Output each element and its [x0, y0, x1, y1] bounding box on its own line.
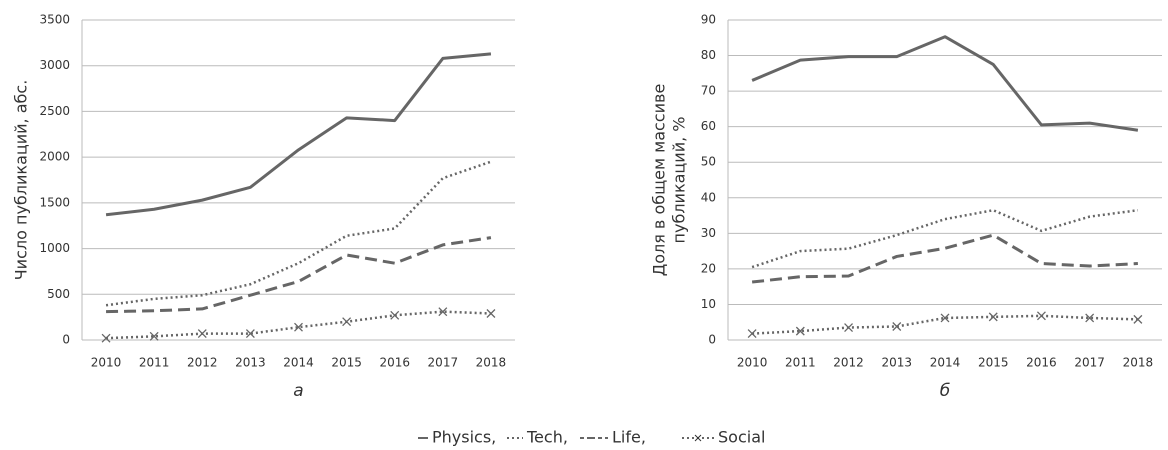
series-line [105, 160, 492, 307]
legend-label: Physics, [432, 428, 496, 447]
marker [747, 329, 757, 339]
y-tick-label: 40 [701, 190, 716, 204]
marker [844, 323, 854, 333]
x-tick-label: 2012 [833, 356, 864, 370]
marker [294, 322, 303, 332]
series-line [751, 233, 1138, 284]
marker [390, 310, 400, 320]
marker [245, 329, 255, 339]
y-axis-label: Число публикаций, абс. [12, 80, 31, 281]
marker [940, 313, 950, 323]
y-tick-label: 50 [701, 155, 716, 169]
series-line [106, 236, 492, 314]
x-tick-label: 2018 [476, 356, 507, 370]
y-tick-label: 0 [708, 333, 716, 347]
marker [1133, 314, 1143, 324]
marker [892, 322, 902, 331]
legend-marker [694, 434, 702, 442]
y-tick-label: 80 [701, 48, 716, 62]
x-tick-label: 2016 [1026, 356, 1057, 370]
caption: б [940, 381, 950, 401]
series-line [751, 35, 1139, 132]
y-tick-label: 90 [701, 13, 716, 27]
y-axis-label: Доля в общем массиве [650, 84, 669, 277]
x-tick-label: 2017 [1074, 356, 1105, 370]
y-tick-label: 0 [62, 333, 70, 347]
marker [1036, 311, 1046, 321]
x-tick-label: 2013 [235, 356, 266, 370]
x-tick-label: 2018 [1123, 356, 1154, 370]
y-tick-label: 20 [701, 261, 716, 275]
marker [149, 331, 159, 341]
legend-label: Life, [612, 428, 646, 447]
x-tick-label: 2015 [978, 356, 1009, 370]
marker [1085, 313, 1095, 323]
x-tick-label: 2014 [930, 356, 961, 370]
y-tick-label: 30 [701, 226, 716, 240]
legend-label: Tech, [526, 428, 568, 447]
y-tick-label: 2500 [39, 104, 70, 118]
y-tick-label: 1000 [39, 241, 70, 255]
y-tick-label: 3000 [39, 58, 70, 72]
series-line [105, 52, 492, 217]
y-tick-label: 70 [701, 84, 716, 98]
x-tick-label: 2010 [91, 356, 122, 370]
y-tick-label: 2000 [39, 150, 70, 164]
x-tick-label: 2014 [283, 356, 314, 370]
marker [197, 329, 207, 339]
x-tick-label: 2011 [785, 356, 816, 370]
y-tick-label: 500 [47, 287, 70, 301]
marker [101, 333, 111, 343]
y-tick-label: 10 [701, 297, 716, 311]
y-tick-label: 60 [701, 119, 716, 133]
legend-label: Social [718, 428, 765, 447]
x-tick-label: 2017 [428, 356, 459, 370]
series-line [751, 208, 1139, 269]
marker [486, 309, 496, 318]
marker [795, 326, 805, 336]
x-tick-label: 2012 [187, 356, 218, 370]
x-tick-label: 2016 [379, 356, 410, 370]
x-tick-label: 2013 [882, 356, 913, 370]
marker [342, 317, 352, 327]
x-tick-label: 2015 [331, 356, 362, 370]
marker [988, 312, 998, 322]
marker [438, 307, 448, 317]
x-tick-label: 2011 [139, 356, 170, 370]
caption: а [293, 381, 303, 401]
y-axis-label: публикаций, % [670, 117, 689, 244]
y-tick-label: 3500 [39, 13, 70, 27]
y-tick-label: 1500 [39, 195, 70, 209]
x-tick-label: 2010 [737, 356, 768, 370]
series-line [106, 310, 491, 340]
